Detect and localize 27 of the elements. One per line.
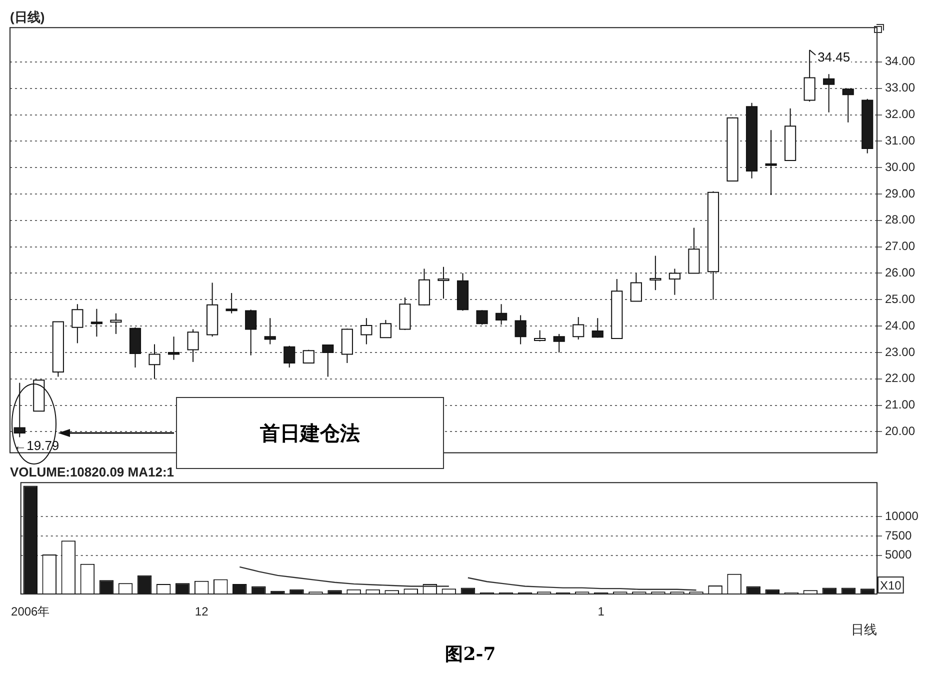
x-tick-label: 12 bbox=[194, 604, 209, 619]
y-tick-label: 21.00 bbox=[885, 398, 916, 412]
chart-title: VOLUME:10820.09 MA12:1 bbox=[10, 464, 174, 480]
y-tick-label: 27.00 bbox=[885, 239, 916, 254]
y-tick-label: 31.00 bbox=[885, 133, 916, 148]
y-tick-label: 28.00 bbox=[885, 212, 916, 227]
x-axis-title: 日线 bbox=[851, 622, 877, 637]
y-tick-label: 24.00 bbox=[885, 318, 916, 332]
annotation: 34.45 bbox=[818, 50, 850, 65]
y-axis-title: X10 bbox=[880, 578, 902, 592]
chart-title: (日线) bbox=[10, 9, 45, 24]
y-tick-label: 33.00 bbox=[885, 80, 916, 95]
y-tick-label: 7500 bbox=[885, 528, 912, 542]
y-tick-label: 22.00 bbox=[885, 371, 916, 386]
x-tick-label: 1 bbox=[598, 604, 605, 619]
y-tick-label: 20.00 bbox=[885, 424, 916, 438]
y-tick-label: 32.00 bbox=[885, 107, 916, 122]
y-tick-label: 30.00 bbox=[885, 160, 916, 174]
y-tick-label: 10000 bbox=[885, 508, 919, 523]
y-tick-label: 34.00 bbox=[885, 54, 916, 68]
y-tick-label: 5000 bbox=[885, 548, 912, 562]
y-tick-label: 25.00 bbox=[885, 292, 916, 306]
caption: 图2-7 bbox=[444, 643, 497, 666]
y-tick-label: 29.00 bbox=[885, 186, 916, 200]
y-tick-label: 23.00 bbox=[885, 344, 916, 359]
y-tick-label: 26.00 bbox=[885, 266, 916, 280]
x-tick-label: 2006年 bbox=[11, 604, 50, 619]
